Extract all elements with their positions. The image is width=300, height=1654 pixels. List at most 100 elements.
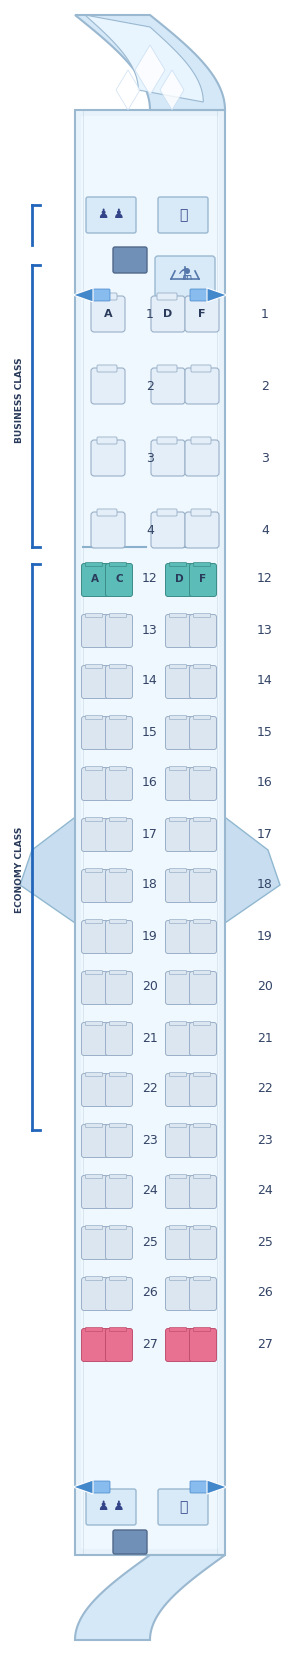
FancyBboxPatch shape — [82, 1022, 109, 1055]
FancyBboxPatch shape — [106, 921, 133, 953]
FancyBboxPatch shape — [166, 1022, 193, 1055]
FancyBboxPatch shape — [82, 819, 109, 852]
FancyBboxPatch shape — [194, 1072, 211, 1077]
Text: 1: 1 — [261, 308, 269, 321]
FancyBboxPatch shape — [185, 367, 219, 404]
Text: 27: 27 — [142, 1338, 158, 1351]
Text: 17: 17 — [142, 827, 158, 840]
FancyBboxPatch shape — [169, 1277, 187, 1280]
FancyBboxPatch shape — [85, 1328, 103, 1331]
FancyBboxPatch shape — [91, 513, 125, 547]
FancyBboxPatch shape — [194, 920, 211, 923]
FancyBboxPatch shape — [85, 1226, 103, 1229]
FancyBboxPatch shape — [194, 1226, 211, 1229]
FancyBboxPatch shape — [190, 1328, 217, 1361]
FancyBboxPatch shape — [166, 615, 193, 647]
Text: 19: 19 — [257, 930, 273, 943]
FancyBboxPatch shape — [110, 1226, 127, 1229]
FancyBboxPatch shape — [190, 1277, 217, 1310]
FancyBboxPatch shape — [166, 1176, 193, 1209]
FancyBboxPatch shape — [190, 1176, 217, 1209]
FancyBboxPatch shape — [97, 437, 117, 443]
Text: 13: 13 — [257, 624, 273, 637]
Text: 23: 23 — [257, 1133, 273, 1146]
FancyBboxPatch shape — [166, 767, 193, 801]
Text: 3: 3 — [261, 452, 269, 465]
FancyBboxPatch shape — [85, 868, 103, 873]
FancyBboxPatch shape — [110, 562, 127, 567]
FancyBboxPatch shape — [166, 564, 193, 597]
FancyBboxPatch shape — [190, 615, 217, 647]
FancyBboxPatch shape — [85, 766, 103, 771]
FancyBboxPatch shape — [166, 1073, 193, 1107]
FancyBboxPatch shape — [166, 921, 193, 953]
FancyBboxPatch shape — [106, 1176, 133, 1209]
FancyBboxPatch shape — [82, 1277, 109, 1310]
FancyBboxPatch shape — [82, 716, 109, 749]
FancyBboxPatch shape — [191, 293, 211, 299]
FancyBboxPatch shape — [85, 1022, 103, 1025]
FancyBboxPatch shape — [106, 716, 133, 749]
FancyBboxPatch shape — [194, 971, 211, 974]
FancyBboxPatch shape — [190, 716, 217, 749]
Text: F: F — [198, 309, 206, 319]
FancyBboxPatch shape — [86, 1489, 136, 1525]
Text: F: F — [200, 574, 207, 584]
FancyBboxPatch shape — [75, 111, 225, 1555]
FancyBboxPatch shape — [190, 1073, 217, 1107]
FancyBboxPatch shape — [113, 1530, 147, 1555]
FancyBboxPatch shape — [157, 293, 177, 299]
FancyBboxPatch shape — [106, 767, 133, 801]
FancyBboxPatch shape — [106, 1022, 133, 1055]
Text: 16: 16 — [257, 776, 273, 789]
FancyBboxPatch shape — [191, 366, 211, 372]
Text: 23: 23 — [142, 1133, 158, 1146]
Text: 2: 2 — [261, 379, 269, 392]
FancyBboxPatch shape — [110, 665, 127, 668]
FancyBboxPatch shape — [169, 562, 187, 567]
Text: ♟ ♟: ♟ ♟ — [98, 1500, 124, 1513]
Text: BUSINESS CLASS: BUSINESS CLASS — [16, 357, 25, 443]
FancyBboxPatch shape — [190, 665, 217, 698]
Text: 12: 12 — [142, 572, 158, 586]
FancyBboxPatch shape — [82, 1073, 109, 1107]
FancyBboxPatch shape — [169, 971, 187, 974]
Text: 4: 4 — [261, 524, 269, 536]
Text: 25: 25 — [257, 1236, 273, 1249]
FancyBboxPatch shape — [191, 437, 211, 443]
FancyBboxPatch shape — [151, 367, 185, 404]
FancyBboxPatch shape — [190, 819, 217, 852]
FancyBboxPatch shape — [110, 1277, 127, 1280]
FancyBboxPatch shape — [157, 509, 177, 516]
FancyBboxPatch shape — [110, 817, 127, 822]
FancyBboxPatch shape — [169, 665, 187, 668]
FancyBboxPatch shape — [106, 665, 133, 698]
Polygon shape — [207, 1480, 227, 1494]
FancyBboxPatch shape — [106, 615, 133, 647]
FancyBboxPatch shape — [85, 1277, 103, 1280]
Text: 25: 25 — [142, 1236, 158, 1249]
FancyBboxPatch shape — [157, 437, 177, 443]
Text: 21: 21 — [142, 1032, 158, 1044]
Text: 18: 18 — [142, 878, 158, 892]
FancyBboxPatch shape — [106, 1277, 133, 1310]
FancyBboxPatch shape — [110, 868, 127, 873]
FancyBboxPatch shape — [106, 1073, 133, 1107]
FancyBboxPatch shape — [82, 665, 109, 698]
Text: A: A — [104, 309, 112, 319]
FancyBboxPatch shape — [169, 1123, 187, 1128]
FancyBboxPatch shape — [169, 817, 187, 822]
FancyBboxPatch shape — [106, 870, 133, 903]
Text: 21: 21 — [257, 1032, 273, 1044]
Text: 🥤: 🥤 — [179, 1500, 187, 1513]
FancyBboxPatch shape — [82, 1328, 109, 1361]
Polygon shape — [207, 288, 227, 303]
FancyBboxPatch shape — [106, 819, 133, 852]
FancyBboxPatch shape — [190, 1480, 208, 1494]
FancyBboxPatch shape — [166, 870, 193, 903]
FancyBboxPatch shape — [194, 868, 211, 873]
FancyBboxPatch shape — [81, 116, 219, 1550]
FancyBboxPatch shape — [85, 920, 103, 923]
Text: 27: 27 — [257, 1338, 273, 1351]
FancyBboxPatch shape — [169, 716, 187, 719]
